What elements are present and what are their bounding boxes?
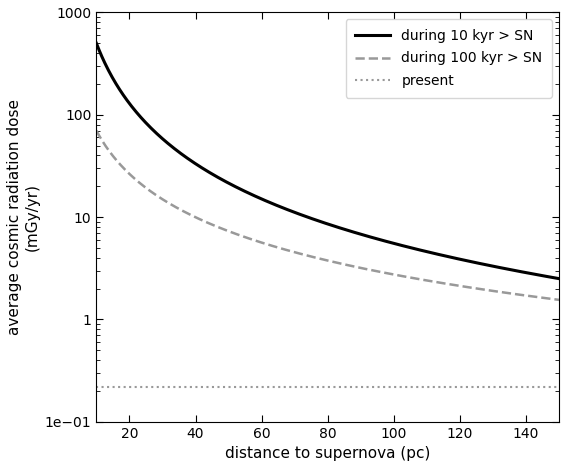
present: [556, 384, 563, 389]
present: [93, 384, 100, 389]
during 100 kyr > SN: [472, 285, 479, 291]
during 100 kyr > SN: [368, 267, 375, 273]
present: [368, 384, 375, 389]
during 10 kyr > SN: [556, 276, 563, 281]
during 10 kyr > SN: [315, 218, 322, 224]
during 10 kyr > SN: [544, 274, 551, 279]
present: [472, 384, 479, 389]
present: [315, 384, 322, 389]
Y-axis label: average cosmic radiation dose
(mGy/yr): average cosmic radiation dose (mGy/yr): [7, 99, 40, 335]
Line: during 10 kyr > SN: during 10 kyr > SN: [96, 43, 559, 278]
during 100 kyr > SN: [315, 256, 322, 261]
present: [344, 384, 350, 389]
present: [313, 384, 320, 389]
during 100 kyr > SN: [344, 262, 350, 268]
during 10 kyr > SN: [344, 227, 350, 233]
during 100 kyr > SN: [544, 296, 551, 301]
during 100 kyr > SN: [93, 128, 100, 133]
during 100 kyr > SN: [313, 255, 320, 261]
present: [544, 384, 551, 389]
during 100 kyr > SN: [556, 297, 563, 303]
during 10 kyr > SN: [313, 217, 320, 223]
Legend: during 10 kyr > SN, during 100 kyr > SN, present: during 10 kyr > SN, during 100 kyr > SN,…: [346, 19, 552, 97]
during 10 kyr > SN: [93, 40, 100, 46]
during 10 kyr > SN: [472, 260, 479, 265]
during 10 kyr > SN: [368, 234, 375, 240]
Line: during 100 kyr > SN: during 100 kyr > SN: [96, 131, 559, 300]
X-axis label: distance to supernova (pc): distance to supernova (pc): [225, 446, 430, 461]
